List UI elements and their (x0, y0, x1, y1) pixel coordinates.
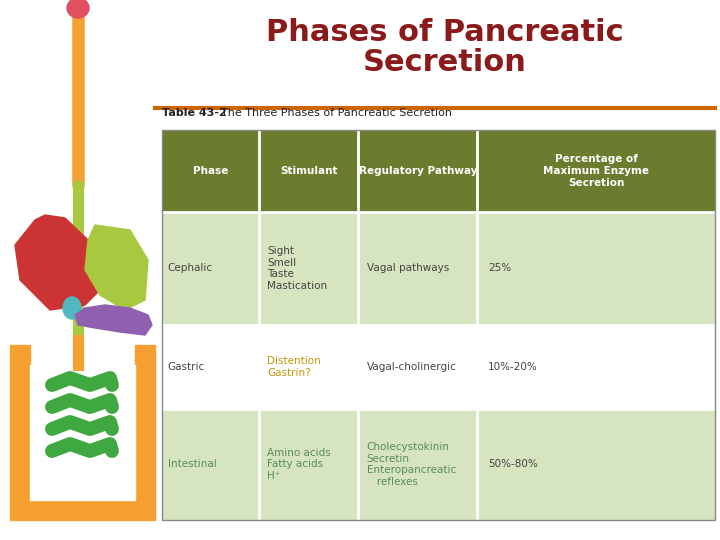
Text: 10%-20%: 10%-20% (488, 362, 538, 372)
Polygon shape (75, 305, 152, 335)
Polygon shape (30, 365, 135, 500)
Text: Gastric: Gastric (168, 362, 204, 372)
Text: Table 43-2: Table 43-2 (162, 108, 227, 118)
Text: Percentage of
Maximum Enzyme
Secretion: Percentage of Maximum Enzyme Secretion (543, 154, 649, 187)
Ellipse shape (63, 297, 81, 319)
Text: Amino acids
Fatty acids
H⁺: Amino acids Fatty acids H⁺ (267, 448, 330, 481)
Bar (162, 325, 715, 409)
Text: Vagal-cholinergic: Vagal-cholinergic (366, 362, 456, 372)
Bar (162, 130, 715, 212)
Text: Sight
Smell
Taste
Mastication: Sight Smell Taste Mastication (267, 246, 327, 291)
Text: 25%: 25% (488, 264, 511, 273)
Text: Regulatory Pathway: Regulatory Pathway (359, 166, 477, 176)
Text: Cephalic: Cephalic (168, 264, 212, 273)
Bar (162, 212, 715, 325)
Text: Intestinal: Intestinal (168, 460, 216, 469)
Bar (162, 409, 715, 520)
Text: Phases of Pancreatic: Phases of Pancreatic (266, 18, 624, 47)
Text: Cholecystokinin
Secretin
Enteropancreatic
   reflexes: Cholecystokinin Secretin Enteropancreati… (366, 442, 456, 487)
Ellipse shape (67, 0, 89, 18)
Bar (162, 130, 715, 520)
Polygon shape (85, 225, 148, 310)
Polygon shape (10, 345, 155, 520)
Text: Stimulant: Stimulant (280, 166, 337, 176)
Text: Distention
Gastrin?: Distention Gastrin? (267, 356, 321, 377)
Text: 50%-80%: 50%-80% (488, 460, 538, 469)
Text: Secretion: Secretion (363, 48, 527, 77)
Text: Vagal pathways: Vagal pathways (366, 264, 449, 273)
Text: Phase: Phase (193, 166, 228, 176)
Polygon shape (15, 215, 105, 310)
Text: The Three Phases of Pancreatic Secretion: The Three Phases of Pancreatic Secretion (214, 108, 452, 118)
